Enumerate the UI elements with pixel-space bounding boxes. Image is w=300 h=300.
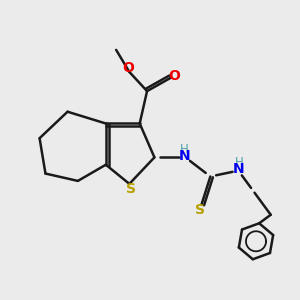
Text: H: H [180,142,189,156]
Text: N: N [233,162,245,176]
Text: S: S [195,203,205,217]
Text: N: N [179,149,190,163]
Text: H: H [235,156,243,169]
Text: S: S [126,182,136,196]
Text: O: O [168,69,180,83]
Text: O: O [122,61,134,75]
